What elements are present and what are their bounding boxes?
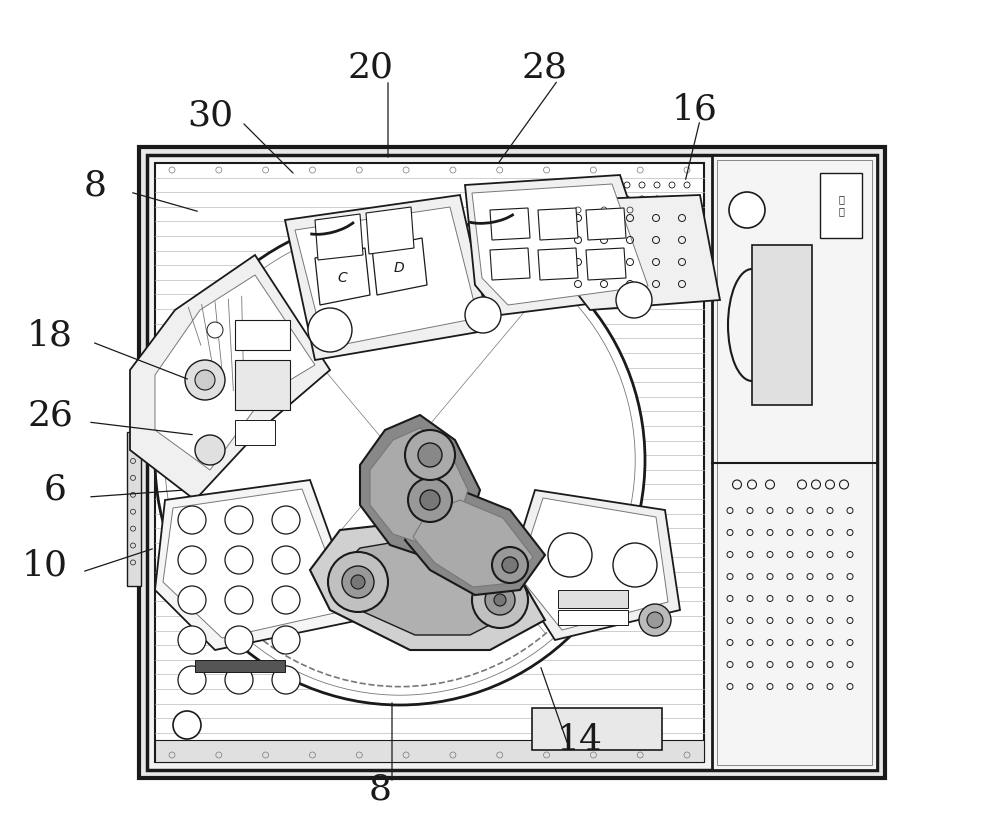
Text: 机
人: 机 人 [838, 194, 844, 216]
Polygon shape [370, 428, 468, 547]
Circle shape [408, 478, 452, 522]
Bar [820, 173, 862, 238]
Circle shape [272, 586, 300, 614]
Polygon shape [163, 489, 348, 638]
Circle shape [418, 443, 442, 467]
Circle shape [178, 546, 206, 574]
Bar [235, 420, 275, 445]
Circle shape [225, 586, 253, 614]
Polygon shape [555, 195, 720, 310]
Text: 26: 26 [27, 398, 73, 432]
Bar [558, 610, 628, 625]
Text: 16: 16 [672, 93, 718, 127]
Polygon shape [366, 207, 414, 254]
Text: 8: 8 [84, 168, 106, 202]
Circle shape [173, 711, 201, 739]
Bar [195, 660, 285, 672]
Text: 6: 6 [44, 473, 66, 507]
Text: 28: 28 [522, 51, 568, 85]
Bar [127, 432, 141, 586]
Bar [717, 160, 872, 765]
Polygon shape [315, 248, 370, 305]
Polygon shape [465, 175, 660, 315]
Polygon shape [372, 238, 427, 295]
Bar [155, 740, 704, 762]
Circle shape [502, 557, 518, 573]
Circle shape [492, 547, 528, 583]
Circle shape [639, 604, 671, 636]
Circle shape [342, 566, 374, 598]
Polygon shape [472, 184, 648, 305]
Circle shape [729, 192, 765, 228]
Circle shape [616, 282, 652, 318]
Polygon shape [130, 255, 330, 500]
Polygon shape [510, 490, 680, 640]
Circle shape [225, 626, 253, 654]
Circle shape [195, 370, 215, 390]
Polygon shape [315, 214, 363, 260]
Polygon shape [360, 415, 480, 560]
Circle shape [185, 360, 225, 400]
Circle shape [155, 215, 645, 705]
Bar [147, 155, 877, 770]
Circle shape [613, 543, 657, 587]
Text: 20: 20 [347, 51, 393, 85]
Circle shape [420, 490, 440, 510]
Text: 8: 8 [368, 773, 392, 807]
Polygon shape [285, 195, 490, 360]
Polygon shape [538, 208, 578, 240]
Polygon shape [538, 248, 578, 280]
Polygon shape [405, 490, 545, 595]
Bar [235, 320, 290, 350]
Polygon shape [330, 537, 515, 635]
Circle shape [272, 626, 300, 654]
Bar [752, 245, 812, 405]
Circle shape [548, 533, 592, 577]
Circle shape [494, 594, 506, 606]
Polygon shape [310, 520, 545, 650]
Text: 18: 18 [27, 318, 73, 352]
Circle shape [465, 297, 501, 333]
Circle shape [272, 506, 300, 534]
Circle shape [485, 585, 515, 615]
Circle shape [207, 322, 223, 338]
Polygon shape [295, 207, 478, 348]
Circle shape [647, 612, 663, 628]
Polygon shape [518, 498, 668, 630]
Circle shape [225, 546, 253, 574]
Circle shape [472, 572, 528, 628]
Circle shape [272, 546, 300, 574]
Polygon shape [586, 208, 626, 240]
Circle shape [178, 506, 206, 534]
Circle shape [225, 506, 253, 534]
Text: 30: 30 [187, 98, 233, 132]
Circle shape [272, 666, 300, 694]
Polygon shape [413, 500, 533, 587]
Polygon shape [155, 275, 315, 470]
Circle shape [195, 435, 225, 465]
Circle shape [178, 586, 206, 614]
Bar [532, 708, 662, 750]
Bar [139, 147, 885, 778]
Circle shape [351, 575, 365, 589]
Polygon shape [155, 480, 360, 650]
Bar [712, 155, 877, 770]
Polygon shape [490, 208, 530, 240]
Text: 10: 10 [22, 548, 68, 582]
Bar [558, 590, 628, 608]
Text: D: D [394, 261, 404, 275]
Polygon shape [586, 248, 626, 280]
Circle shape [405, 430, 455, 480]
Bar [155, 163, 704, 762]
Circle shape [308, 308, 352, 352]
Text: C: C [337, 271, 347, 285]
Polygon shape [490, 248, 530, 280]
Text: 14: 14 [557, 723, 603, 757]
Circle shape [178, 626, 206, 654]
Circle shape [328, 552, 388, 612]
Bar [235, 360, 290, 410]
Circle shape [225, 666, 253, 694]
Circle shape [178, 666, 206, 694]
